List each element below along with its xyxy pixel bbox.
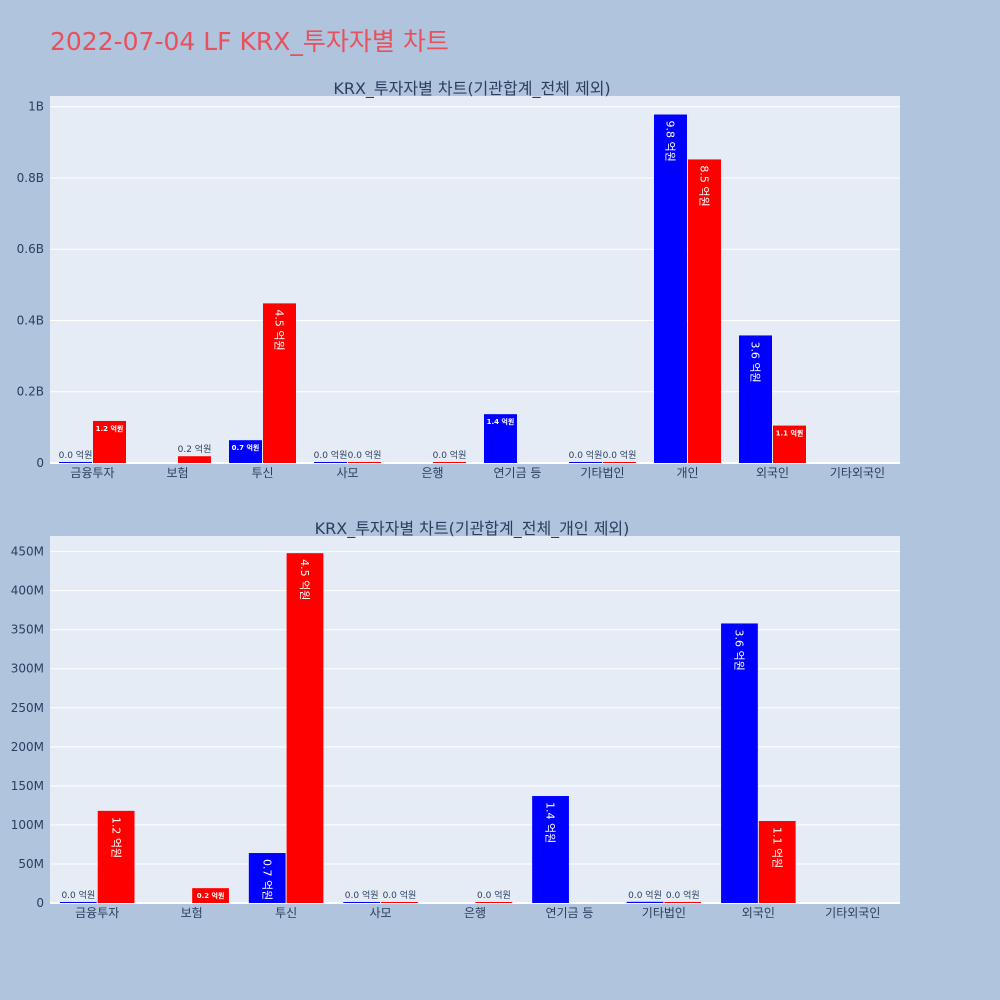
x-tick-label: 사모 (336, 466, 358, 480)
bar (626, 901, 664, 903)
chart-title: KRX_투자자별 차트(기관합계_전체_개인 제외) (315, 519, 630, 539)
bar-data-label: 1.2 억원 (96, 424, 124, 433)
y-tick-label: 450M (11, 545, 44, 559)
bar (343, 902, 381, 903)
x-tick-label: 금융투자 (75, 906, 119, 920)
x-tick-label: 은행 (464, 905, 486, 920)
bar (475, 902, 513, 903)
bar-data-label: 1.4 억원 (487, 417, 515, 426)
bar (721, 623, 758, 903)
y-tick-label: 350M (11, 623, 44, 637)
bar-data-label: 0.2 억원 (178, 443, 212, 455)
bar (192, 888, 229, 903)
x-tick-label: 은행 (421, 465, 443, 480)
bar-data-label: 3.6 억원 (733, 629, 746, 670)
bar-data-label: 9.8 억원 (664, 121, 677, 162)
x-tick-label: 연기금 등 (494, 466, 542, 480)
bar-data-label: 0.0 억원 (666, 889, 700, 901)
bar (773, 425, 806, 463)
y-tick-label: 0.4B (17, 313, 44, 327)
page-title: 2022-07-04 LF KRX_투자자별 차트 (50, 27, 449, 56)
x-tick-label: 기타법인 (580, 466, 624, 480)
y-tick-label: 300M (11, 662, 44, 676)
x-tick-label: 기타외국인 (825, 906, 880, 920)
bar-data-label: 0.0 억원 (628, 889, 662, 901)
bar (484, 414, 517, 463)
bar (59, 902, 97, 903)
x-tick-label: 보험 (166, 466, 188, 480)
y-tick-label: 100M (11, 818, 44, 832)
bar (532, 796, 569, 903)
y-tick-label: 0.8B (17, 171, 44, 185)
y-tick-label: 150M (11, 779, 44, 793)
y-tick-label: 0.6B (17, 242, 44, 256)
chart-title: KRX_투자자별 차트(기관합계_전체 제외) (333, 79, 610, 99)
bar-data-label: 0.7 억원 (232, 443, 260, 452)
y-tick-label: 0 (36, 896, 44, 910)
bar-data-label: 4.5 억원 (298, 559, 311, 600)
bar (93, 420, 126, 463)
y-tick-label: 250M (11, 701, 44, 715)
bar-data-label: 0.0 억원 (477, 889, 511, 901)
bar (664, 902, 702, 903)
bar-data-label: 8.5 억원 (698, 165, 711, 206)
x-tick-label: 외국인 (756, 466, 789, 480)
x-tick-label: 금융투자 (70, 466, 114, 480)
y-tick-label: 200M (11, 740, 44, 754)
bar-data-label: 3.6 억원 (749, 341, 762, 382)
bar (603, 462, 636, 463)
bar-data-label: 0.7 억원 (260, 859, 273, 900)
x-tick-label: 사모 (370, 906, 392, 920)
bar-data-label: 0.0 억원 (603, 449, 637, 461)
y-tick-label: 400M (11, 584, 44, 598)
bar (688, 159, 721, 464)
bar-data-label: 1.1 억원 (776, 429, 804, 438)
bar (263, 303, 296, 463)
x-tick-label: 보험 (181, 906, 203, 920)
bar (433, 462, 466, 463)
bar-data-label: 1.4 억원 (544, 802, 557, 843)
x-tick-label: 기타외국인 (830, 466, 885, 480)
bar (381, 902, 418, 903)
bar-data-label: 0.0 억원 (314, 449, 348, 461)
bar-data-label: 0.2 억원 (197, 891, 225, 900)
bar (739, 335, 772, 463)
bar (314, 462, 347, 463)
bar-data-label: 0.0 억원 (345, 889, 379, 901)
x-tick-label: 투신 (251, 466, 273, 480)
bar-data-label: 0.0 억원 (433, 449, 467, 461)
x-tick-label: 연기금 등 (545, 906, 593, 920)
bar (59, 462, 92, 463)
x-tick-label: 투신 (275, 906, 297, 920)
x-tick-label: 기타법인 (642, 906, 686, 920)
y-tick-label: 50M (18, 857, 44, 871)
bar (178, 456, 211, 463)
chart-krx-investor-total: 0 0.2B 0.4B 0.6B 0.8B 1B KRX_투자자별 차트(기관합계_전체 제… (17, 79, 900, 480)
x-tick-label: 개인 (676, 466, 698, 480)
plot-area (50, 536, 900, 903)
bar (97, 810, 135, 903)
bar-data-label: 0.0 억원 (569, 449, 603, 461)
bar-data-label: 0.0 억원 (383, 889, 417, 901)
bar-data-label: 0.0 억원 (59, 449, 93, 461)
y-tick-label: 1B (28, 100, 44, 114)
bar (654, 114, 687, 464)
plot-area (50, 96, 900, 463)
bar (229, 440, 262, 463)
bar-data-label: 1.2 억원 (109, 817, 122, 858)
bar (758, 821, 796, 903)
bar (286, 553, 324, 903)
bar (348, 462, 381, 463)
chart-krx-investor-excl-individual: 0 50M 100M 150M 200M 250M 300M 350M 400M 450M KRX_… (11, 519, 900, 920)
bar (569, 462, 602, 463)
bar-data-label: 0.0 억원 (348, 449, 382, 461)
y-tick-label: 0 (36, 456, 44, 470)
bar-data-label: 4.5 억원 (273, 309, 286, 350)
bar (248, 853, 286, 903)
bar-data-label: 0.0 억원 (61, 889, 95, 901)
x-tick-label: 외국인 (742, 906, 775, 920)
y-tick-label: 0.2B (17, 385, 44, 399)
bar-data-label: 1.1 억원 (770, 827, 783, 868)
